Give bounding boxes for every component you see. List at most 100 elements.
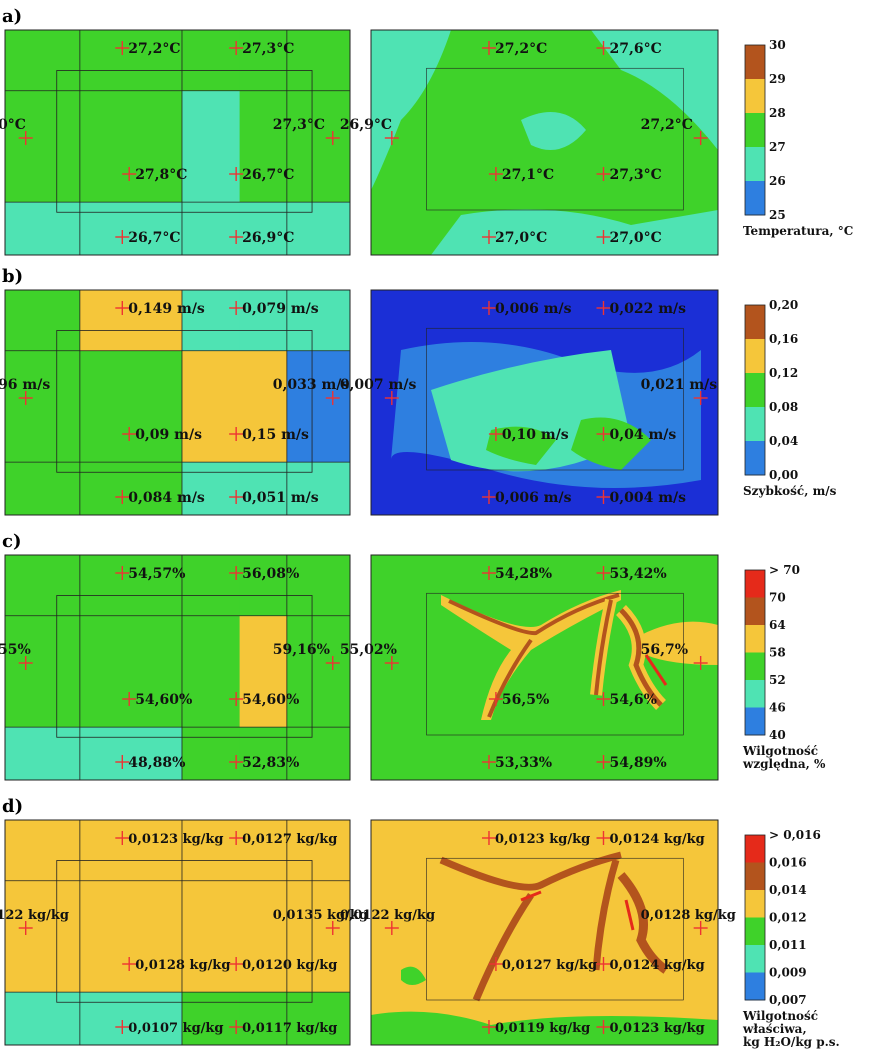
- right-probes: 27,2°C 27,6°C 26,9°C 27,2°C 27,1°C 27,3°C 27,0…: [340, 41, 708, 246]
- probe-label: 0,0127 kg/kg: [502, 958, 597, 973]
- zone-cell: [79, 290, 183, 352]
- colorbar-tick: 70: [769, 591, 786, 605]
- panel-border: [4, 29, 351, 256]
- probe-label: 0,0128 kg/kg: [641, 908, 736, 923]
- colorbar-title: Szybkość, m/s: [743, 484, 837, 498]
- probe-label: 54,57%: [128, 566, 185, 582]
- probe-label: 0,0123 kg/kg: [495, 832, 590, 847]
- colorbar: > 0,016 0,016 0,014 0,012 0,011 0,009 0,007 Wil…: [742, 828, 840, 1049]
- field-ridge: [617, 872, 669, 974]
- panel-letter: b): [2, 266, 23, 287]
- panel-border: [370, 554, 719, 781]
- field-region: [641, 621, 718, 665]
- zone-cell: [5, 820, 81, 882]
- probe-label: 54,60%: [242, 692, 299, 708]
- zone-cell: [5, 290, 81, 352]
- probe-label: 0,079 m/s: [242, 301, 319, 317]
- colorbar-tick: 0,016: [769, 856, 807, 870]
- zone-cell: [286, 30, 351, 92]
- colorbar-segment: [745, 835, 765, 863]
- colorbar-tick: 0,16: [769, 332, 798, 346]
- panel-b: b)0,149 m/s0,079 m/s0,096 m/s0,033 m/s0,…: [0, 266, 837, 516]
- colorbar-segment: [745, 113, 765, 148]
- panel-border: [4, 289, 351, 516]
- zone-cell: [286, 555, 351, 617]
- cfd-field: [370, 554, 719, 781]
- colorbar-segment: [745, 972, 765, 1001]
- zone-cell: [5, 555, 81, 617]
- colorbar-tick: 58: [769, 646, 786, 660]
- probe-label: 0,0124 kg/kg: [609, 958, 704, 973]
- left-probes: 27,2°C 27,3°C 27,0°C 27,3°C 27,8°C 26,7°C 26,7…: [0, 41, 340, 246]
- zone-cell: [239, 462, 288, 516]
- room-outline: [426, 327, 684, 471]
- probe-label: 56,08%: [242, 566, 299, 582]
- probe-label: 54,89%: [609, 755, 666, 771]
- zone-cell: [181, 727, 241, 781]
- colorbar-segment: [745, 147, 765, 182]
- probe-label: 0,006 m/s: [495, 490, 572, 506]
- zone-cell: [79, 880, 183, 993]
- room-outline: [56, 70, 313, 213]
- probe-label: 0,0117 kg/kg: [242, 1021, 337, 1036]
- probe-label: 26,7°C: [242, 167, 294, 183]
- field-region: [521, 112, 586, 150]
- probe-label: 26,9°C: [242, 230, 294, 246]
- panel-border: [4, 819, 351, 1046]
- field-ridge: [592, 858, 620, 971]
- colorbar-title: Temperatura, °C: [743, 224, 853, 238]
- colorbar: 0,20 0,16 0,12 0,08 0,04 0,00 Szybkość, m/s: [743, 298, 837, 498]
- probe-label: 27,2°C: [128, 41, 180, 57]
- colorbar-frame: [744, 304, 766, 476]
- zone-cell: [239, 202, 288, 256]
- colorbar-tick: > 0,016: [769, 828, 821, 842]
- room-outline: [426, 592, 684, 736]
- colorbar-frame: [744, 569, 766, 736]
- zone-cell: [79, 90, 183, 203]
- zone-cell: [5, 90, 81, 203]
- colorbar-tick: 0,04: [769, 434, 798, 448]
- colorbar-tick: 52: [769, 673, 786, 687]
- zone-cell: [79, 727, 183, 781]
- room-outline: [56, 330, 313, 473]
- zone-cell: [181, 880, 241, 993]
- probe-label: 0,006 m/s: [495, 301, 572, 317]
- zone-cell: [79, 820, 183, 882]
- field-region: [441, 590, 621, 720]
- colorbar-segment: [745, 680, 765, 708]
- zone-cell: [5, 880, 81, 993]
- field-background: [371, 555, 718, 780]
- field-ridge: [439, 851, 622, 891]
- cfd-field: [370, 819, 719, 1046]
- zone-cell: [5, 30, 81, 92]
- field-region: [571, 417, 651, 470]
- colorbar-tick: 0,20: [769, 298, 798, 312]
- zone-map: [4, 289, 351, 516]
- zone-cell: [181, 820, 241, 882]
- probe-label: 0,0123 kg/kg: [609, 1021, 704, 1036]
- zone-cell: [239, 90, 288, 203]
- colorbar-segment: [745, 890, 765, 918]
- right-probes: 0,0123 kg/kg 0,0124 kg/kg 0,0122 kg/kg 0,01…: [340, 831, 736, 1036]
- probe-label: 56,7%: [641, 642, 688, 658]
- probe-label: 0,0124 kg/kg: [609, 832, 704, 847]
- colorbar-tick: 0,009: [769, 966, 807, 980]
- colorbar-segment: [745, 79, 765, 114]
- colorbar-segment: [745, 339, 765, 374]
- field-ridge: [619, 608, 663, 707]
- zone-cell: [181, 462, 241, 516]
- cfd-field: [370, 289, 719, 516]
- probe-label: 26,7°C: [128, 230, 180, 246]
- left-probes: 0,0123 kg/kg 0,0127 kg/kg 0,0122 kg/kg 0,01…: [0, 831, 368, 1036]
- zone-cell: [286, 880, 351, 993]
- probe-label: 54,60%: [135, 692, 192, 708]
- field-ridge: [487, 638, 533, 718]
- probe-label: 53,33%: [495, 755, 552, 771]
- probe-label: 59,16%: [273, 642, 330, 658]
- zone-cell: [239, 820, 288, 882]
- zone-cell: [239, 555, 288, 617]
- colorbar-tick: 0,08: [769, 400, 798, 414]
- probe-label: 0,0127 kg/kg: [242, 832, 337, 847]
- zone-cell: [79, 555, 183, 617]
